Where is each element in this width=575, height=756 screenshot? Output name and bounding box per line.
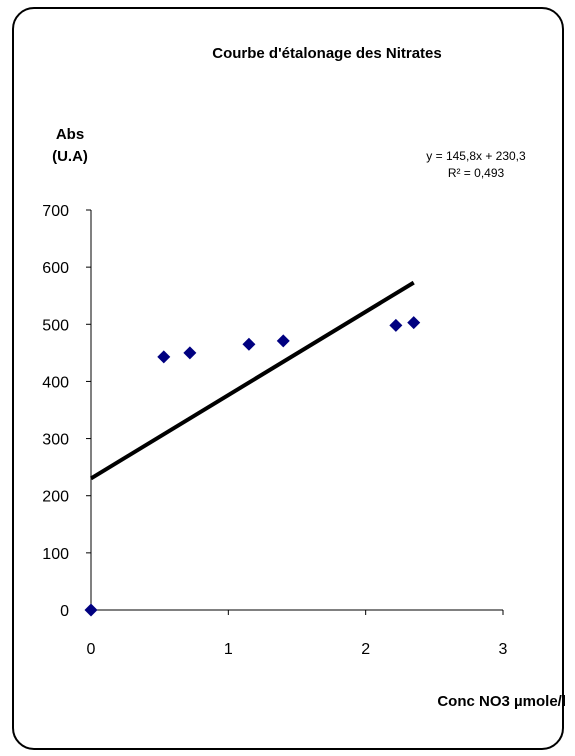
- x-tick-label: 2: [361, 641, 370, 658]
- data-point: [276, 334, 290, 348]
- chart-title: Courbe d'étalonage des Nitrates: [212, 45, 441, 62]
- y-tick-label: 700: [42, 203, 69, 220]
- y-tick-label: 200: [42, 489, 69, 506]
- y-tick-label: 100: [42, 546, 69, 563]
- x-tick-label: 3: [499, 641, 508, 658]
- y-tick-label: 300: [42, 432, 69, 449]
- y-tick-label: 400: [42, 374, 69, 391]
- y-tick-label: 0: [60, 603, 69, 620]
- data-point: [183, 346, 197, 360]
- data-point: [157, 350, 171, 364]
- axes: 0 100 200 300 400 500 600 700 0 1 2 3: [42, 203, 507, 658]
- data-point: [389, 318, 403, 332]
- y-tick-label: 500: [42, 317, 69, 334]
- y-tick-label: 600: [42, 260, 69, 277]
- trendline-r-squared: R² = 0,493: [448, 166, 505, 180]
- trendline-layer: [89, 280, 415, 481]
- trendline-equation: y = 145,8x + 230,3: [426, 149, 526, 163]
- y-axis-label-line1: Abs: [56, 126, 84, 143]
- data-points: [84, 316, 421, 617]
- data-point: [84, 603, 98, 617]
- chart-frame: [12, 7, 564, 750]
- data-point: [242, 337, 256, 351]
- x-axis-label: Conc NO3 µmole/l: [437, 693, 566, 710]
- data-point: [407, 316, 421, 330]
- y-axis-label-line2: (U.A): [52, 148, 88, 165]
- x-tick-label: 0: [87, 641, 96, 658]
- x-tick-label: 1: [224, 641, 233, 658]
- trendline: [89, 280, 415, 481]
